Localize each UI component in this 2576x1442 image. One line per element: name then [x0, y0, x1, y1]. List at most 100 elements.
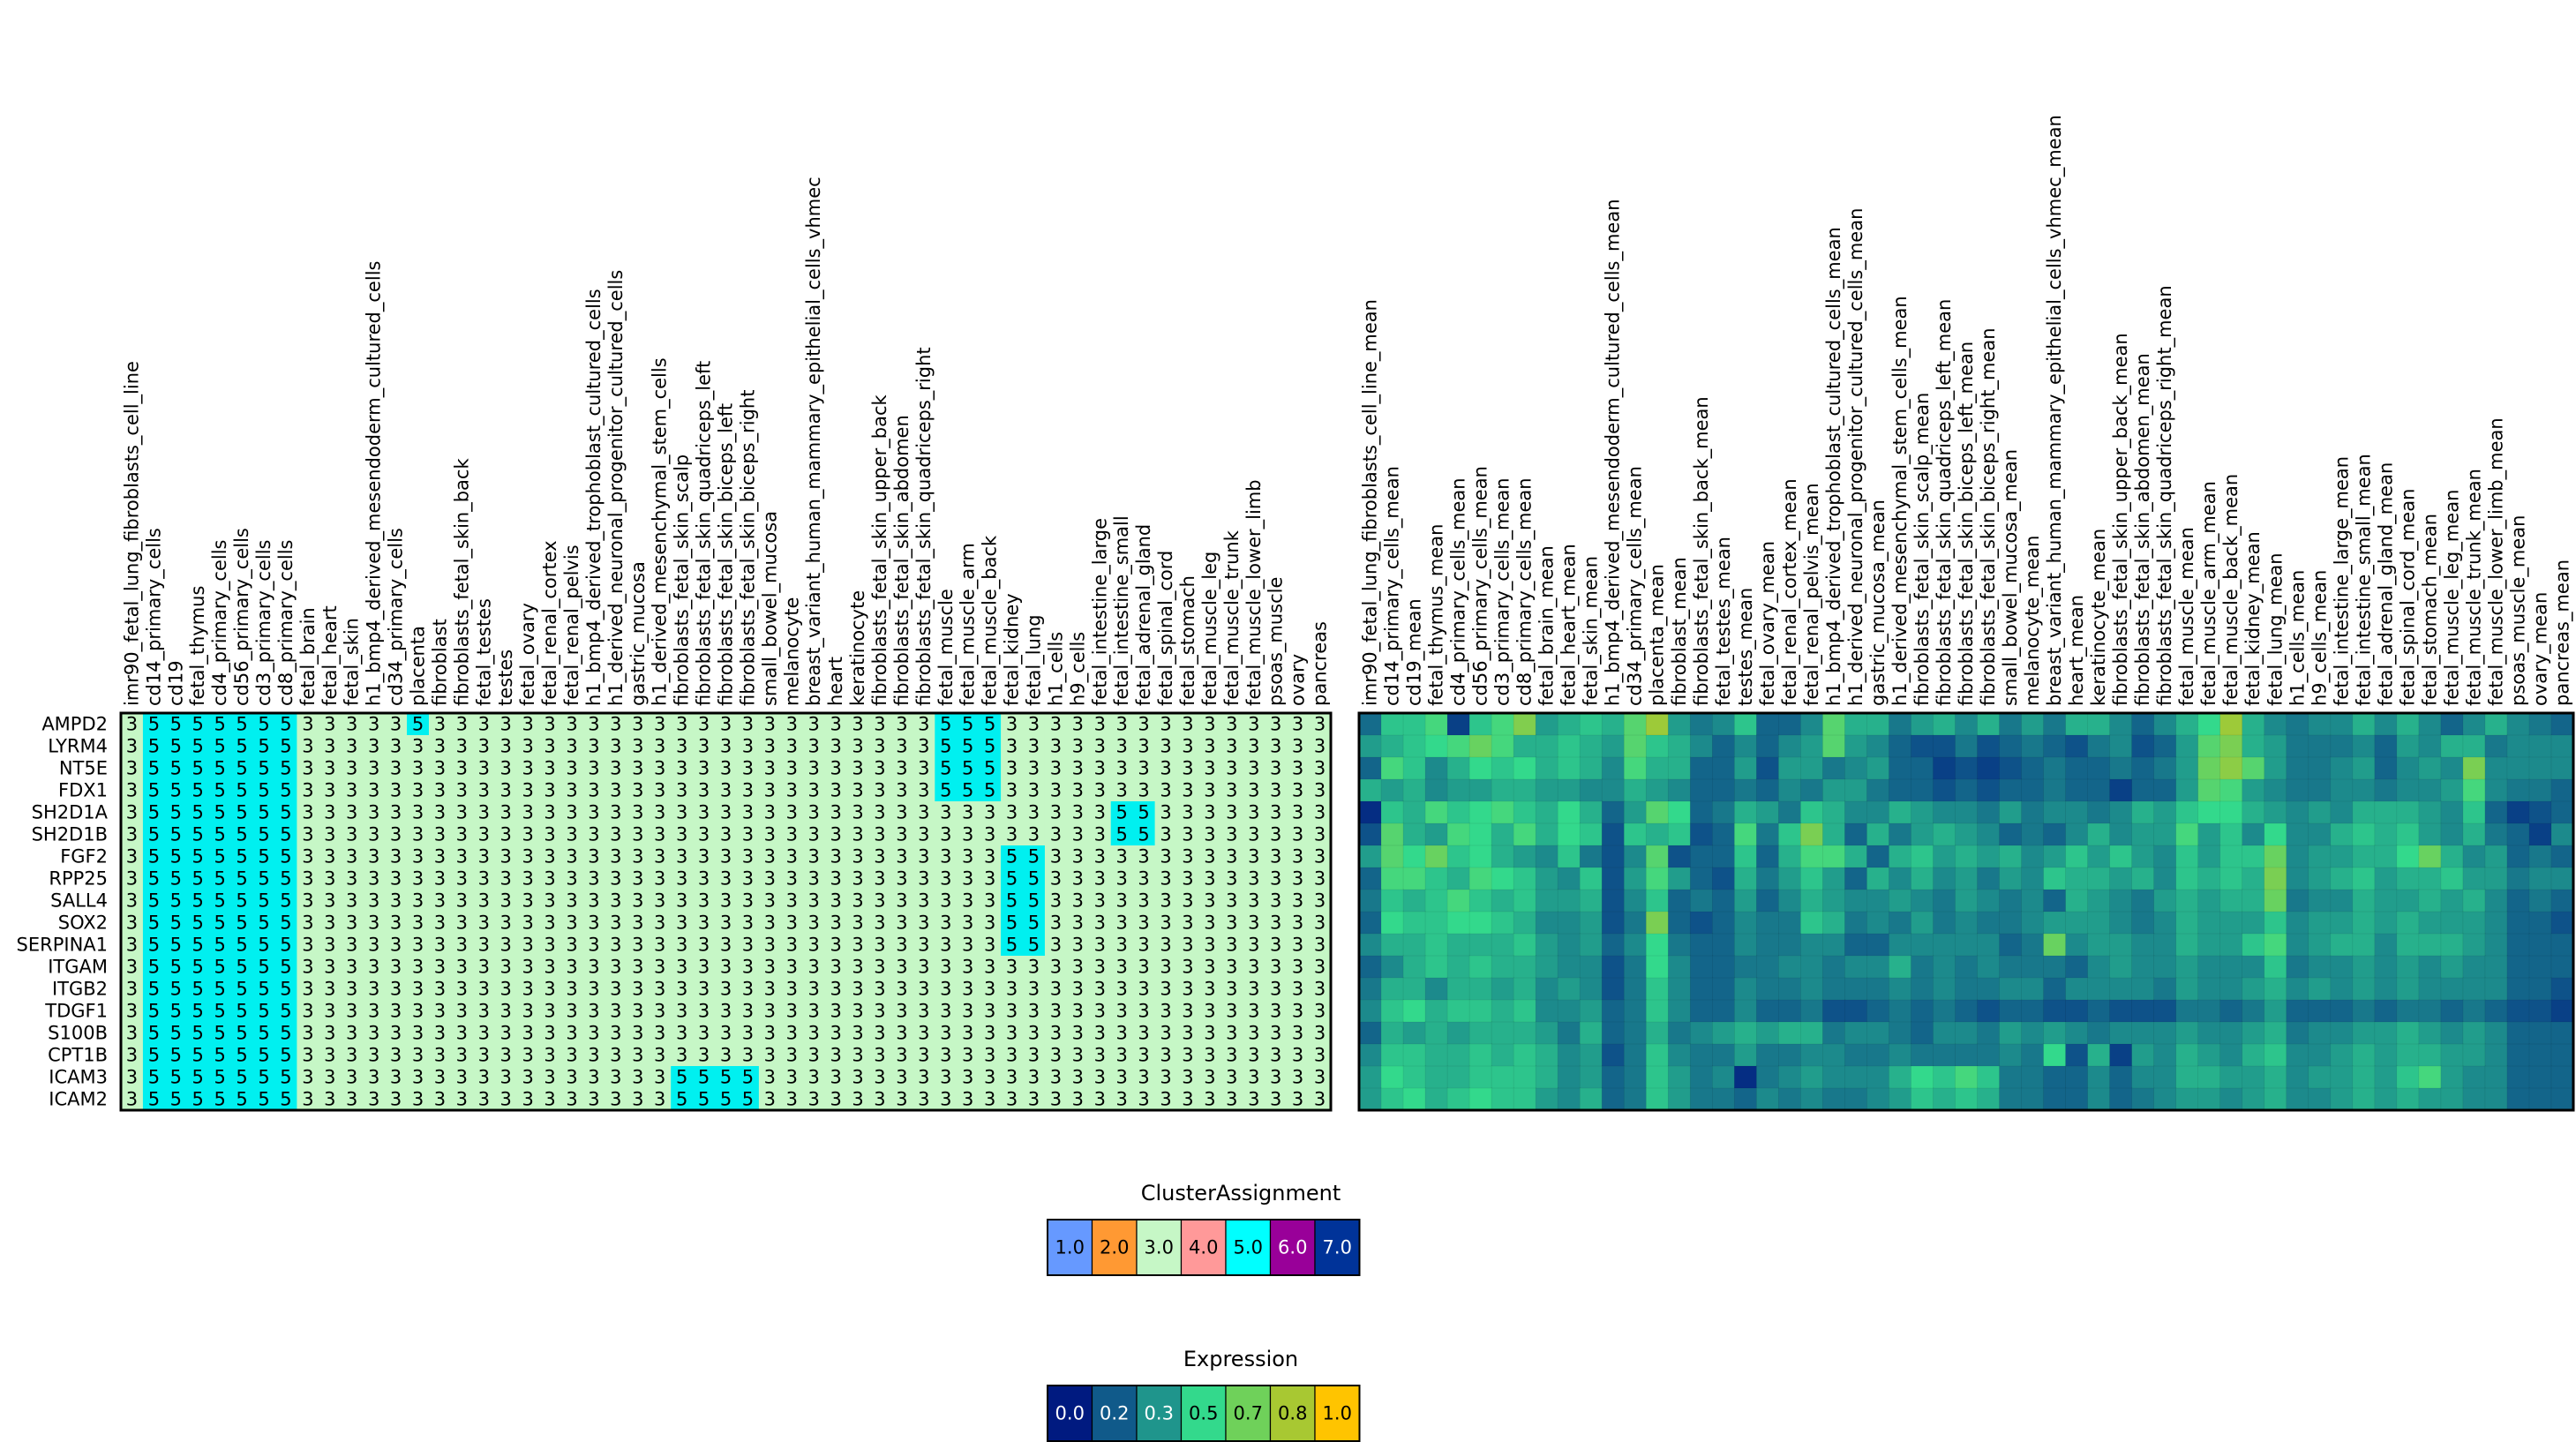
expression-cell: [2528, 889, 2552, 913]
cluster-cell-value: 3: [1138, 935, 1149, 956]
cluster-cell-value: 3: [808, 758, 820, 779]
cluster-cell-value: 3: [1028, 714, 1040, 735]
cluster-column-label: fetal_thymus: [187, 586, 209, 706]
cluster-cell-value: 3: [1072, 935, 1084, 956]
cluster-cell-value: 3: [852, 736, 863, 757]
cluster-cell: [319, 779, 342, 802]
expression-cell: [2440, 845, 2464, 868]
expression-cell: [1645, 999, 1670, 1023]
cluster-cell: [758, 713, 782, 736]
expression-cell: [1358, 845, 1382, 868]
cluster-cell: [1265, 801, 1288, 824]
cluster-column-label: cd34_primary_cells: [386, 528, 408, 706]
expression-cell: [1645, 933, 1670, 957]
cluster-cell: [472, 845, 496, 868]
cluster-cell-value: 3: [1226, 935, 1237, 956]
expression-cell: [1933, 933, 1956, 957]
expression-cell: [1778, 889, 1802, 913]
cluster-cell: [1287, 713, 1310, 736]
expression-cell: [1667, 911, 1692, 935]
expression-cell: [2131, 1087, 2155, 1111]
expression-cell: [2087, 1065, 2111, 1089]
expression-cell: [2462, 756, 2486, 780]
expression-cell: [1800, 845, 1824, 868]
cluster-cell-value: 5: [962, 780, 973, 801]
expression-cell: [2352, 867, 2376, 890]
cluster-cell-value: 5: [1028, 913, 1040, 934]
cluster-legend: 1.0 2.0 3.0 4.0 5.0 6.0 7.0: [1047, 1219, 1361, 1276]
cluster-cell-value: 3: [566, 1045, 577, 1066]
cluster-cell-value: 3: [852, 890, 863, 912]
expression-cell: [2264, 1087, 2287, 1111]
cluster-cell-value: 3: [764, 824, 776, 845]
cluster-cell-value: 3: [302, 868, 313, 890]
expression-cell: [2462, 889, 2486, 913]
expression-cell: [1579, 822, 1603, 846]
cluster-cell-value: 3: [302, 890, 313, 912]
cluster-cell: [912, 713, 935, 736]
cluster-cell: [1176, 757, 1200, 780]
expression-cell: [2175, 756, 2199, 780]
expression-cell: [2396, 1065, 2420, 1089]
cluster-cell-value: 5: [1006, 846, 1018, 867]
expression-cell: [2396, 933, 2420, 957]
cluster-cell-value: 3: [434, 868, 446, 890]
cluster-cell-value: 5: [192, 1023, 204, 1044]
expression-cell: [1933, 1065, 1956, 1089]
expression-cell: [2242, 911, 2265, 935]
cluster-cell-value: 3: [1116, 1089, 1128, 1110]
cluster-column-label: gastric_mucosa: [627, 561, 650, 706]
expression-cell: [2131, 1065, 2155, 1089]
cluster-cell-value: 3: [324, 913, 335, 934]
cluster-cell-value: 3: [786, 935, 798, 956]
expression-cell: [1822, 955, 1846, 979]
cluster-cell-value: 5: [170, 890, 182, 912]
expression-cell: [2043, 955, 2067, 979]
cluster-cell: [868, 779, 892, 802]
expression-cell: [1800, 999, 1824, 1023]
cluster-cell-value: 3: [368, 802, 379, 823]
expression-cell: [1800, 734, 1824, 758]
cluster-cell: [671, 845, 694, 868]
cluster-cell: [868, 823, 892, 846]
expression-cell: [1689, 889, 1714, 913]
cluster-cell-value: 3: [1072, 714, 1084, 735]
expression-cell: [2352, 1065, 2376, 1089]
expression-cell: [1999, 977, 2023, 1001]
expression-cell: [1491, 845, 1515, 868]
cluster-cell-value: 3: [720, 736, 732, 757]
expression-cell: [1491, 1043, 1515, 1067]
cluster-cell-value: 3: [434, 736, 446, 757]
expression-cell: [1402, 845, 1426, 868]
expression-column-label: fetal_spinal_cord_mean: [2397, 489, 2419, 706]
cluster-cell: [890, 757, 913, 780]
cluster-cell-value: 3: [500, 1045, 512, 1066]
cluster-cell: [341, 713, 364, 736]
cluster-cell: [1220, 801, 1243, 824]
cluster-column-label: h1_derived_neuronal_progenitor_cultured_…: [605, 270, 627, 706]
cluster-cell-value: 3: [830, 1001, 841, 1022]
cluster-cell-value: 5: [698, 1067, 710, 1088]
expression-cell: [1933, 977, 1956, 1001]
cluster-cell-value: 3: [1314, 957, 1326, 978]
cluster-cell-value: 5: [1138, 802, 1149, 823]
expression-cell: [1623, 977, 1648, 1001]
expression-cell: [1380, 999, 1404, 1023]
cluster-cell: [890, 735, 913, 758]
expression-column-label: fetal_stomach_mean: [2419, 514, 2441, 706]
cluster-cell: [1198, 845, 1221, 868]
cluster-cell-value: 3: [544, 1067, 555, 1088]
cluster-cell: [1088, 735, 1112, 758]
cluster-cell: [230, 713, 254, 736]
cluster-cell-value: 5: [280, 868, 291, 890]
expression-cell: [2374, 911, 2398, 935]
cluster-cell: [407, 823, 430, 846]
expression-cell: [1446, 999, 1470, 1023]
cluster-cell-value: 3: [1314, 714, 1326, 735]
expression-cell: [2374, 955, 2398, 979]
expression-cell: [2131, 999, 2155, 1023]
cluster-cell-value: 3: [852, 913, 863, 934]
cluster-cell-value: 5: [742, 1067, 754, 1088]
cluster-cell: [1198, 801, 1221, 824]
cluster-cell-value: 3: [478, 846, 490, 867]
